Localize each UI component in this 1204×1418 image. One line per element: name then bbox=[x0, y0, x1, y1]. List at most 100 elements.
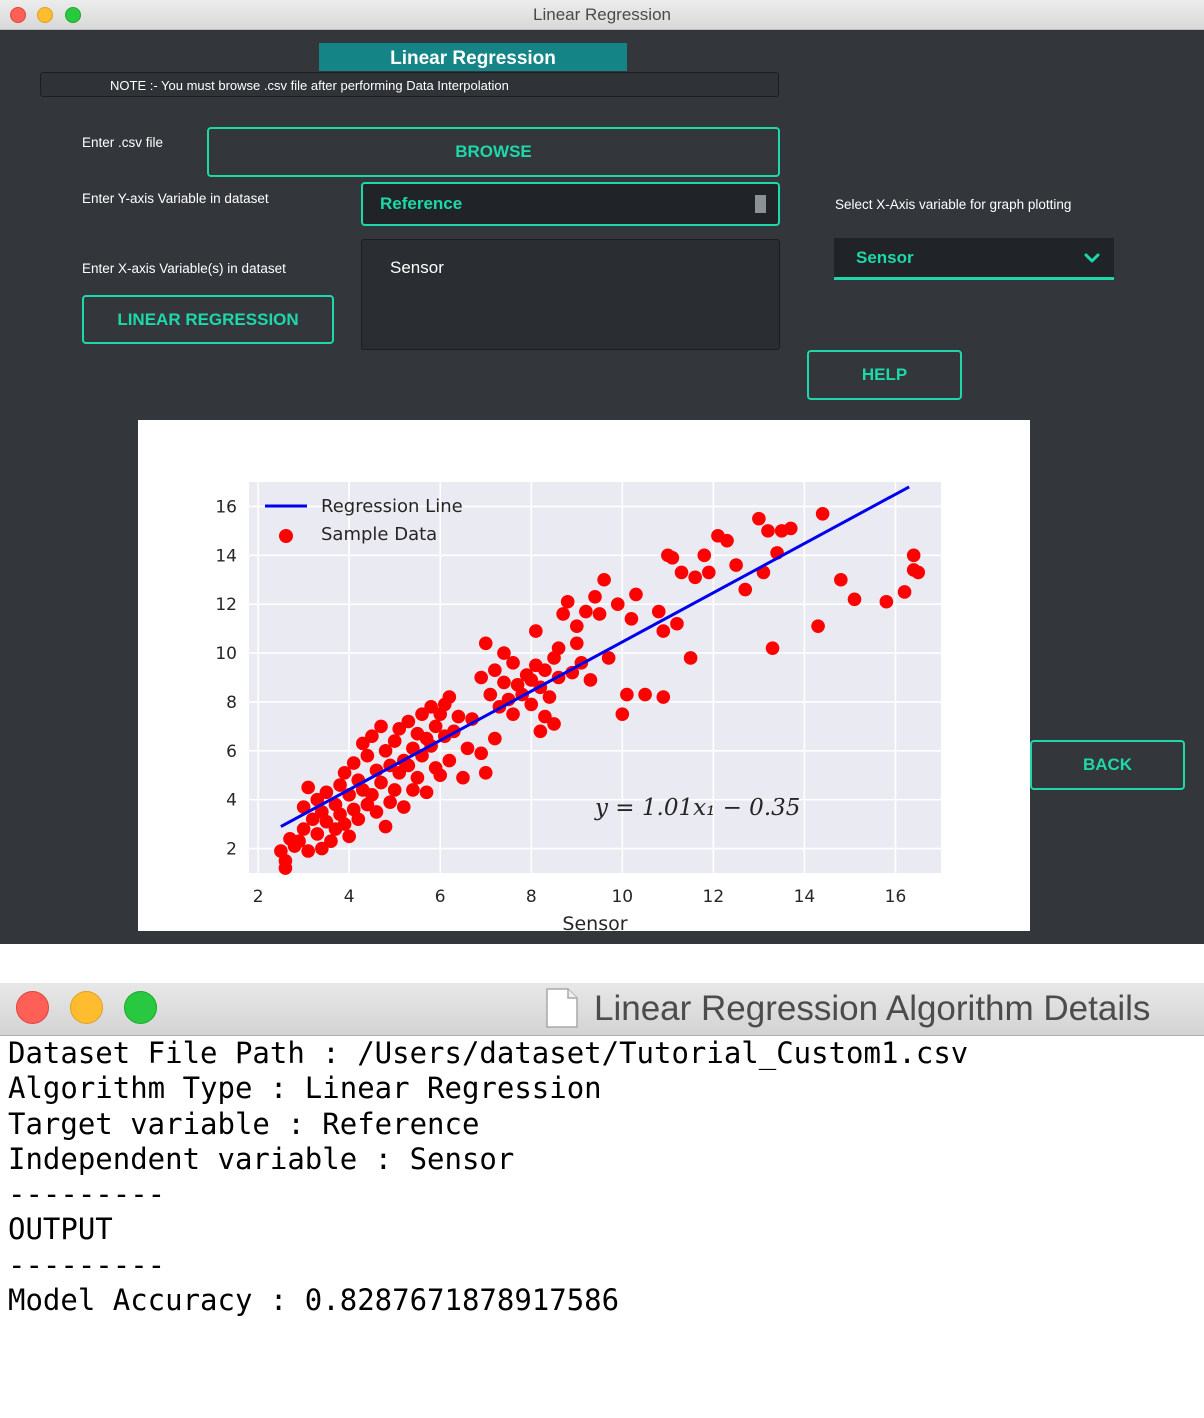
zoom-window-button[interactable] bbox=[124, 991, 157, 1024]
data-point bbox=[620, 687, 634, 702]
close-window-button[interactable] bbox=[10, 7, 26, 23]
independent-variable-line: Independent variable : Sensor bbox=[8, 1141, 515, 1176]
y-axis-input[interactable]: Reference bbox=[361, 182, 780, 226]
data-point bbox=[319, 785, 334, 800]
y-ticks: 2 4 6 8 10 12 14 16 bbox=[215, 497, 237, 859]
data-point bbox=[670, 616, 684, 631]
x-tick-label: 8 bbox=[526, 887, 537, 907]
x-axis-label: Enter X-axis Variable(s) in dataset bbox=[82, 261, 286, 276]
data-point bbox=[688, 570, 702, 585]
data-point bbox=[360, 748, 375, 763]
csv-file-label: Enter .csv file bbox=[82, 135, 164, 150]
details-window-title: Linear Regression Algorithm Details bbox=[594, 989, 1151, 1028]
data-point bbox=[560, 594, 575, 609]
y-tick-label: 12 bbox=[215, 595, 237, 615]
data-point bbox=[583, 673, 598, 687]
data-point bbox=[387, 734, 402, 748]
x-tick-label: 16 bbox=[885, 887, 907, 907]
minimize-window-button[interactable] bbox=[70, 991, 103, 1024]
data-point bbox=[478, 636, 493, 651]
data-point bbox=[419, 785, 434, 800]
data-point bbox=[579, 604, 593, 619]
list-item[interactable]: Sensor bbox=[390, 258, 444, 277]
data-point bbox=[374, 719, 388, 734]
data-point bbox=[547, 717, 561, 731]
legend-regression-line: Regression Line bbox=[321, 496, 463, 517]
data-point bbox=[506, 707, 520, 721]
data-point bbox=[506, 656, 520, 670]
data-point bbox=[656, 624, 671, 638]
data-point bbox=[569, 619, 584, 633]
data-point bbox=[665, 550, 680, 565]
data-point bbox=[401, 714, 416, 729]
x-axis-variable-list[interactable]: Sensor bbox=[361, 239, 780, 350]
data-point bbox=[752, 511, 766, 526]
data-point bbox=[811, 619, 825, 633]
help-button[interactable]: HELP bbox=[807, 350, 962, 400]
x-tick-label: 12 bbox=[703, 887, 725, 907]
data-point bbox=[424, 700, 438, 714]
x-axis-select[interactable]: Sensor bbox=[834, 238, 1114, 280]
model-accuracy-line: Model Accuracy : 0.8287671878917586 bbox=[8, 1283, 620, 1318]
data-point bbox=[761, 524, 775, 538]
x-tick-label: 14 bbox=[794, 887, 816, 907]
data-point bbox=[674, 565, 689, 580]
data-point bbox=[610, 597, 625, 611]
data-point bbox=[656, 690, 671, 704]
x-axis-select-value: Sensor bbox=[856, 248, 914, 267]
data-point bbox=[524, 697, 539, 712]
data-point bbox=[396, 800, 411, 814]
x-tick-label: 4 bbox=[344, 887, 355, 907]
data-point bbox=[488, 731, 502, 746]
x-axis-title: Sensor bbox=[562, 913, 627, 931]
legend: Regression Line Sample Data bbox=[265, 496, 463, 545]
linear-regression-button[interactable]: LINEAR REGRESSION bbox=[82, 295, 334, 344]
data-point bbox=[365, 729, 379, 743]
browse-button[interactable]: BROWSE bbox=[207, 127, 780, 177]
data-point bbox=[879, 594, 894, 609]
algorithm-type-line: Algorithm Type : Linear Regression bbox=[8, 1071, 602, 1106]
data-point bbox=[324, 834, 338, 849]
data-point bbox=[310, 792, 325, 807]
y-tick-label: 10 bbox=[215, 644, 237, 664]
data-point bbox=[310, 827, 325, 841]
y-tick-label: 14 bbox=[215, 546, 237, 566]
data-point bbox=[683, 651, 698, 665]
data-point bbox=[433, 768, 448, 783]
minimize-window-button[interactable] bbox=[37, 7, 53, 23]
data-point bbox=[651, 604, 666, 619]
data-point bbox=[292, 834, 306, 849]
data-point bbox=[474, 746, 488, 761]
data-point bbox=[529, 624, 543, 638]
data-point bbox=[337, 817, 352, 831]
data-point bbox=[765, 641, 780, 655]
select-x-axis-label: Select X-Axis variable for graph plottin… bbox=[835, 197, 1072, 212]
data-point bbox=[538, 709, 552, 724]
data-point bbox=[460, 741, 475, 756]
data-point bbox=[415, 707, 429, 721]
data-point bbox=[815, 506, 830, 521]
x-tick-label: 10 bbox=[611, 887, 633, 907]
chevron-down-icon bbox=[1084, 253, 1100, 263]
x-tick-label: 6 bbox=[435, 887, 446, 907]
data-point bbox=[383, 795, 397, 809]
back-button[interactable]: BACK bbox=[1030, 740, 1185, 790]
details-titlebar: Linear Regression Algorithm Details bbox=[0, 983, 1204, 1036]
data-point bbox=[533, 724, 548, 739]
data-point bbox=[601, 651, 616, 665]
zoom-window-button[interactable] bbox=[65, 7, 81, 23]
data-point bbox=[278, 861, 293, 875]
data-point bbox=[351, 812, 366, 827]
dataset-path-line: Dataset File Path : /Users/dataset/Tutor… bbox=[8, 1036, 969, 1070]
y-tick-label: 8 bbox=[226, 693, 237, 713]
data-point bbox=[346, 756, 361, 770]
data-point bbox=[638, 687, 652, 702]
data-point bbox=[597, 572, 611, 587]
data-point bbox=[333, 778, 347, 792]
data-point bbox=[365, 788, 379, 802]
data-point bbox=[387, 783, 402, 797]
data-point bbox=[720, 533, 734, 548]
data-point bbox=[911, 565, 926, 580]
data-point bbox=[729, 558, 743, 572]
close-window-button[interactable] bbox=[16, 991, 49, 1024]
